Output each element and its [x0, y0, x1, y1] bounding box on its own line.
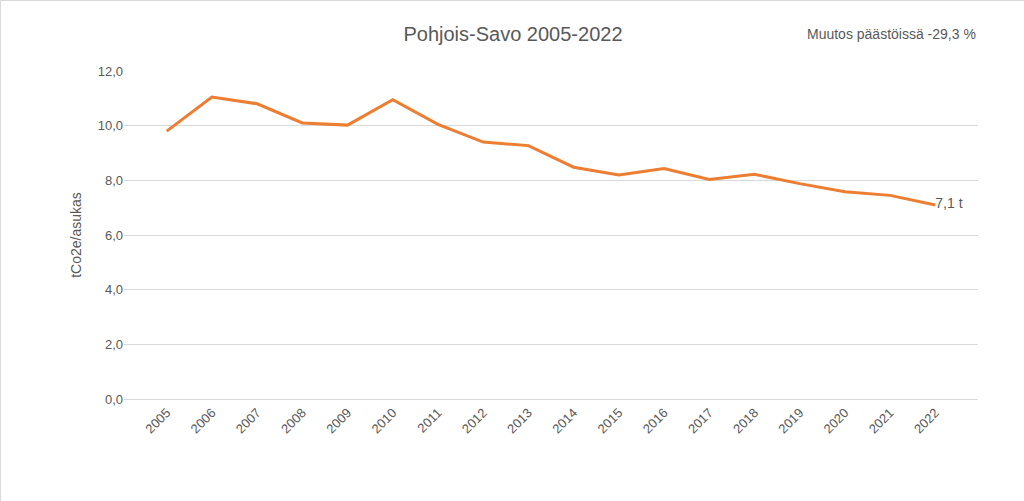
svg-text:2019: 2019: [775, 405, 806, 436]
svg-text:Muutos päästöissä -29,3 %: Muutos päästöissä -29,3 %: [807, 26, 976, 42]
svg-text:2012: 2012: [459, 405, 490, 436]
svg-text:7,1 t: 7,1 t: [935, 195, 962, 211]
svg-text:2005: 2005: [142, 405, 173, 436]
svg-text:2020: 2020: [821, 405, 852, 436]
svg-text:10,0: 10,0: [98, 118, 123, 133]
svg-text:2015: 2015: [594, 405, 625, 436]
svg-text:tCo2e/asukas: tCo2e/asukas: [68, 192, 84, 278]
svg-text:4,0: 4,0: [105, 282, 123, 297]
svg-text:2011: 2011: [414, 405, 444, 435]
svg-text:8,0: 8,0: [105, 173, 123, 188]
svg-text:2008: 2008: [278, 405, 309, 436]
svg-text:Pohjois-Savo 2005-2022: Pohjois-Savo 2005-2022: [403, 23, 622, 45]
svg-text:2021: 2021: [866, 405, 897, 436]
svg-text:2,0: 2,0: [105, 337, 123, 352]
svg-text:2007: 2007: [233, 405, 264, 436]
svg-text:2013: 2013: [504, 405, 535, 436]
svg-text:2010: 2010: [368, 405, 399, 436]
svg-text:2018: 2018: [730, 405, 761, 436]
svg-text:2006: 2006: [188, 405, 219, 436]
svg-text:6,0: 6,0: [105, 228, 123, 243]
svg-text:2017: 2017: [685, 405, 716, 436]
svg-text:12,0: 12,0: [98, 64, 123, 79]
svg-text:2014: 2014: [549, 405, 580, 436]
svg-text:2022: 2022: [911, 405, 942, 436]
svg-text:2016: 2016: [640, 405, 671, 436]
svg-text:0,0: 0,0: [105, 392, 123, 407]
svg-text:2009: 2009: [323, 405, 354, 436]
